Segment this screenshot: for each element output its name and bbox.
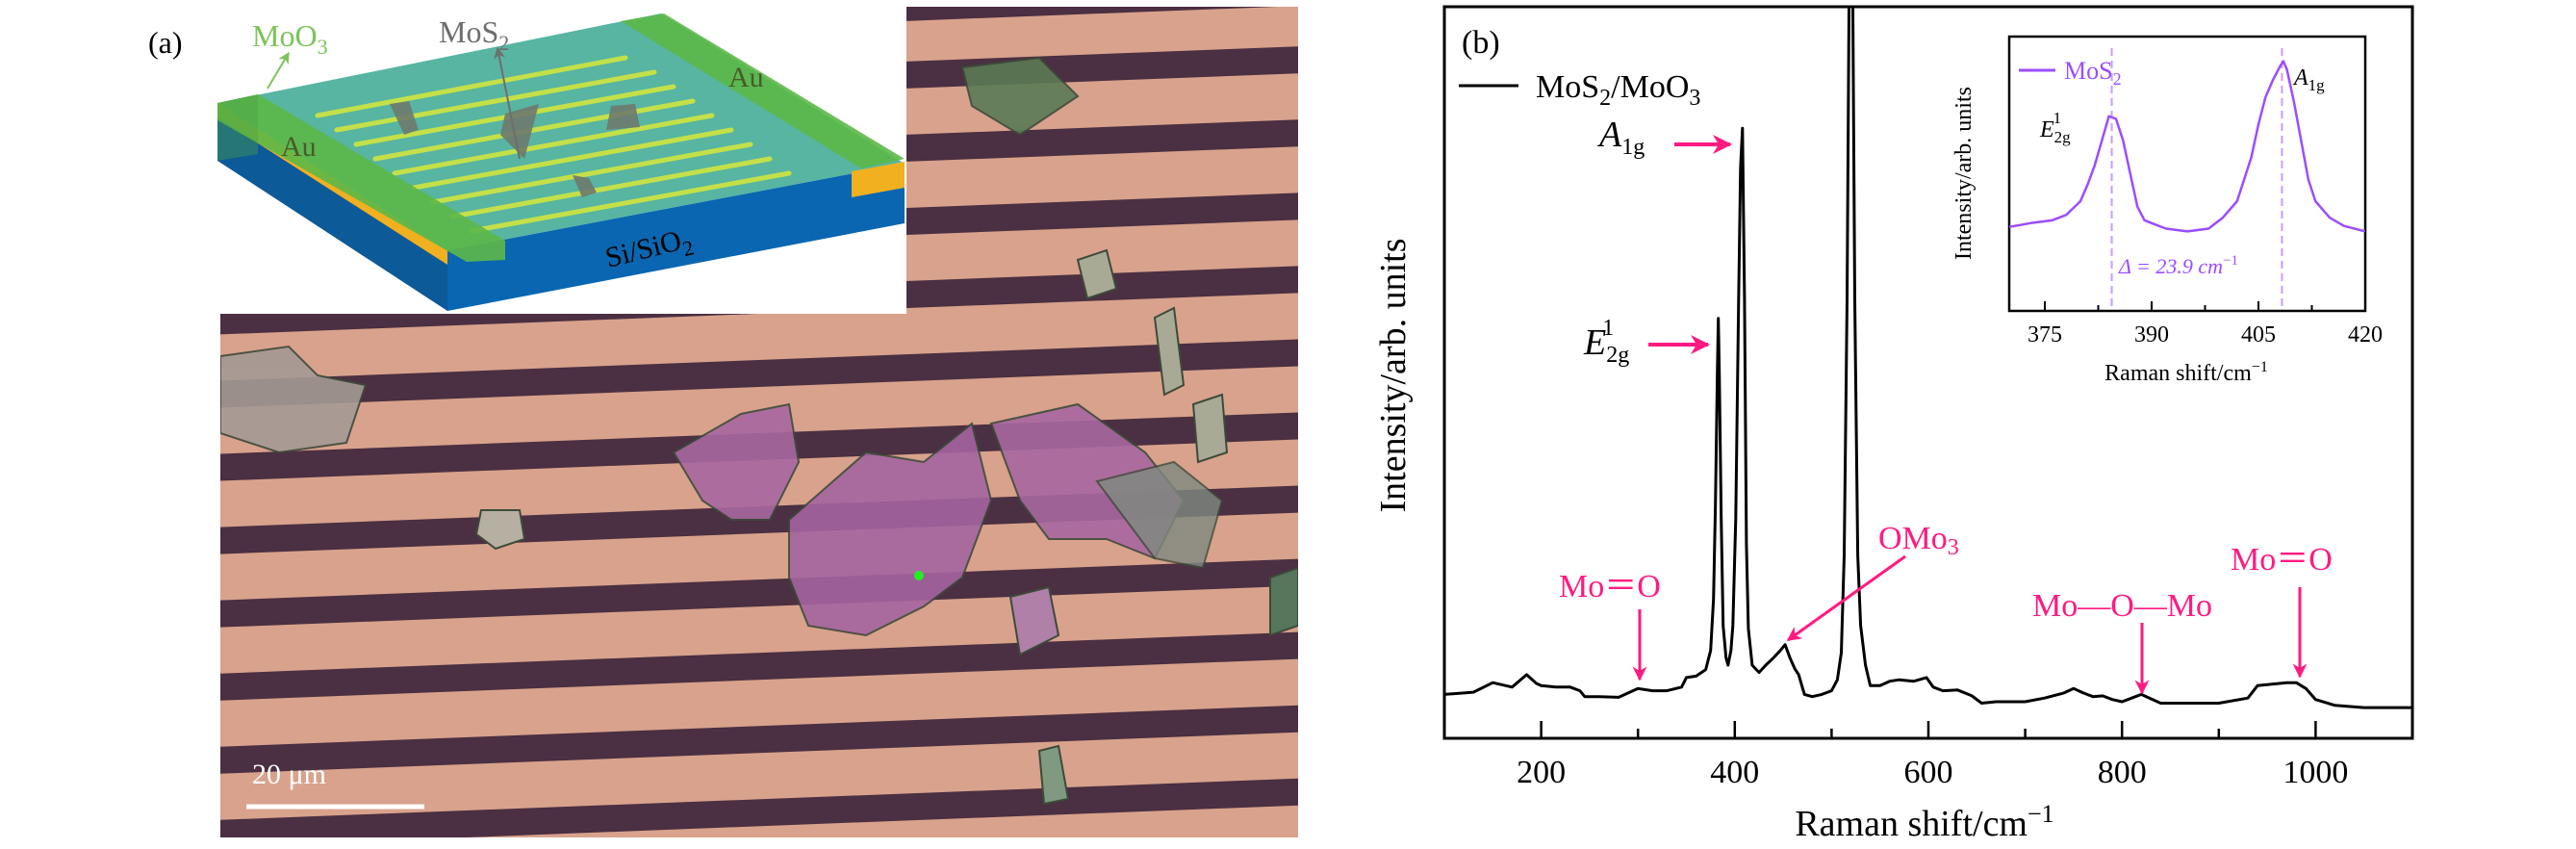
main-y-axis-label: Intensity/arb. units xyxy=(1373,239,1414,513)
au-electrode-right xyxy=(621,13,905,168)
inset-plot-frame xyxy=(2007,35,2367,313)
au-layer-right xyxy=(852,162,905,197)
scale-bar-label: 20 μm xyxy=(252,759,326,790)
series-line-mos2-moo3 xyxy=(1444,7,2412,709)
legend-label-main: MoS2/MoO3 xyxy=(1536,69,1700,111)
annotation-mo-o-980: Mo＝O xyxy=(2231,542,2333,578)
mos2-flakes xyxy=(220,56,1298,806)
panel-a-label: (a) xyxy=(148,25,183,60)
annotation-a1g: A1g xyxy=(1596,115,1645,160)
x-tick-label: 400 xyxy=(1710,755,1759,790)
substrate-front-right xyxy=(447,164,905,311)
mos2-label: MoS2 xyxy=(439,14,509,55)
x-tick-label: 375 xyxy=(2028,322,2062,347)
mos2-pointer-arrow xyxy=(494,46,521,160)
series-line-mos2 xyxy=(2009,60,2365,233)
legend-label-inset: MoS2 xyxy=(2064,57,2122,89)
annotation-e2g: E2g1 xyxy=(1583,316,1629,368)
x-tick-label: 420 xyxy=(2348,322,2383,347)
laser-spot-marker xyxy=(914,571,924,580)
au-left-label: Au xyxy=(281,131,317,163)
inset-annotation-a1g: A1g xyxy=(2292,65,2325,94)
moo3-pointer-arrow xyxy=(267,51,290,90)
annotation-omo3: OMo3 xyxy=(1878,521,1959,560)
x-tick-label: 800 xyxy=(2098,755,2147,790)
device-schematic xyxy=(217,13,905,311)
au-right-label: Au xyxy=(728,62,764,93)
inset-annotation-delta: Δ = 23.9 cm−1 xyxy=(2118,253,2238,278)
raman-inset-plot: 375 390 405 420 xyxy=(2007,35,2383,347)
x-tick-label: 600 xyxy=(1904,755,1953,790)
inset-x-axis-label: Raman shift/cm−1 xyxy=(2104,359,2268,386)
x-tick-label: 1000 xyxy=(2283,755,2348,790)
x-tick-label: 390 xyxy=(2134,322,2169,347)
panel-b-label: (b) xyxy=(1462,25,1500,61)
mos2-flake-shapes xyxy=(390,101,640,197)
moo3-label: MoO3 xyxy=(252,18,328,59)
arrow-omo3 xyxy=(1786,554,1906,642)
annotation-mo-o-300: Mo＝O xyxy=(1559,569,1661,605)
substrate-front-left xyxy=(217,103,447,311)
x-tick-label: 200 xyxy=(1517,755,1566,790)
au-electrode-left xyxy=(217,94,505,262)
annotation-mo-o-mo: Mo—O—Mo xyxy=(2032,588,2212,624)
x-tick-label: 405 xyxy=(2241,322,2276,347)
raman-main-plot: 200 400 600 800 1000 xyxy=(1442,5,2414,790)
inset-annotation-e2g: E2g1 xyxy=(2039,109,2071,146)
main-x-axis-label: Raman shift/cm−1 xyxy=(1795,800,2053,844)
inset-y-axis-label: Intensity/arb. units xyxy=(1951,87,1977,260)
